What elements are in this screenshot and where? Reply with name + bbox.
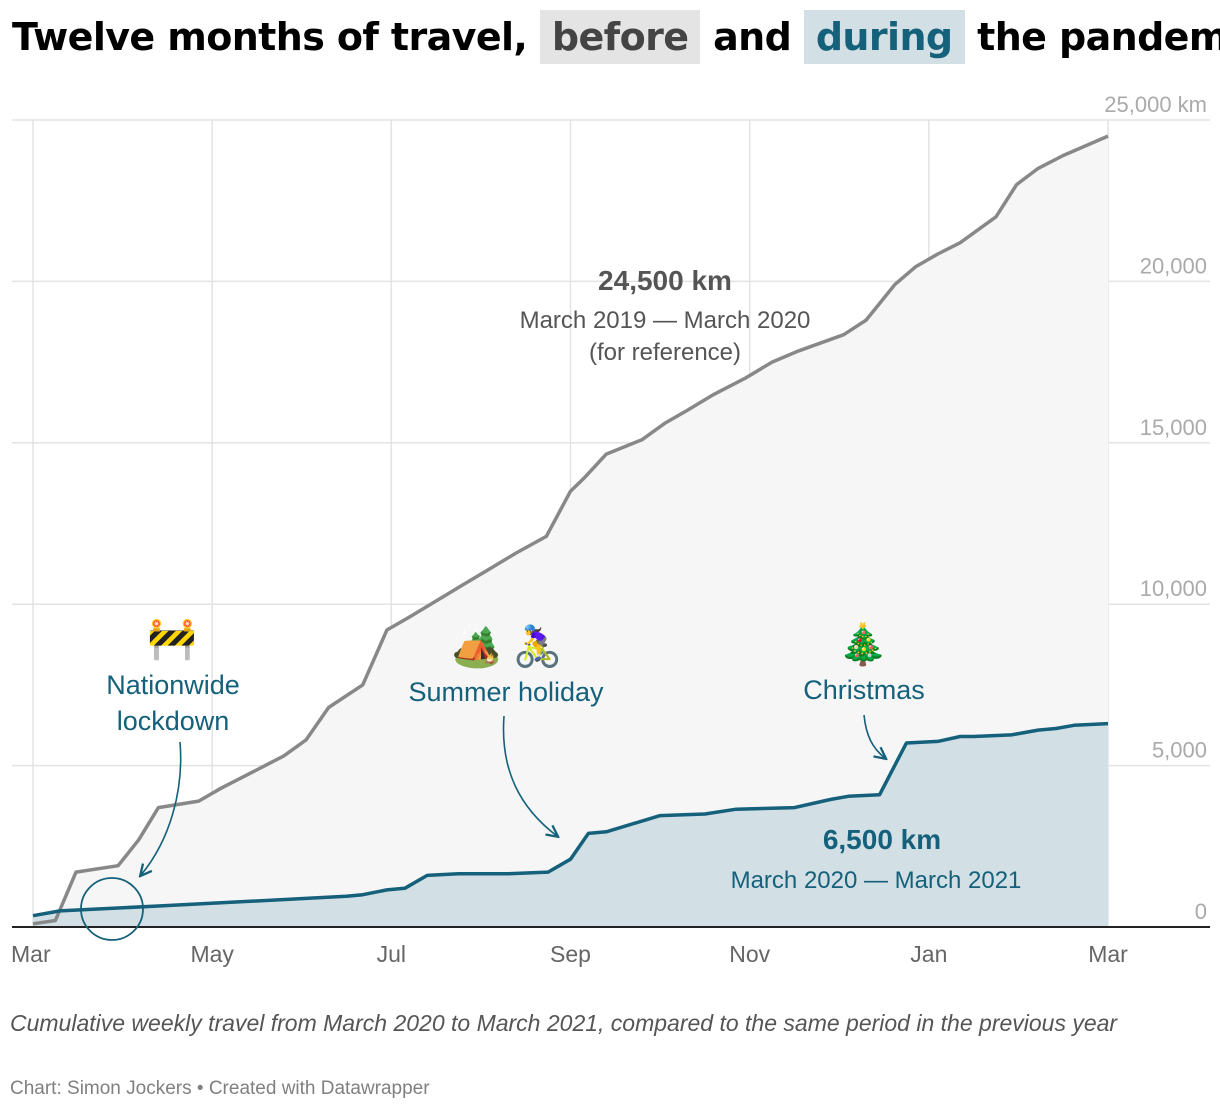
y-tick-label: 20,000 <box>1140 253 1207 278</box>
chart-credit: Chart: Simon Jockers • Created with Data… <box>10 1078 430 1099</box>
before-period-label: March 2019 — March 2020 <box>520 307 811 334</box>
title-and: and <box>713 15 792 59</box>
summer-holiday-label: Summer holiday <box>408 677 604 707</box>
x-tick-label: Mar <box>11 941 51 967</box>
y-tick-label: 25,000 km <box>1104 92 1207 117</box>
summer-holiday-arrow <box>502 715 557 836</box>
during-period-label: March 2020 — March 2021 <box>731 867 1022 894</box>
chart-caption: Cumulative weekly travel from March 2020… <box>10 1010 1118 1036</box>
christmas-arrow <box>863 714 885 758</box>
y-tick-label: 5,000 <box>1152 738 1207 763</box>
lockdown-arrow <box>141 741 182 875</box>
christmas-tree-icon: 🎄 <box>838 621 888 667</box>
christmas-label: Christmas <box>803 675 925 705</box>
x-tick-label: Sep <box>550 941 591 967</box>
title-during-highlight: during <box>803 10 965 64</box>
during-total-value: 6,500 km <box>823 824 941 855</box>
title-prefix: Twelve months of travel, <box>12 15 528 59</box>
before-total-value: 24,500 km <box>598 265 732 296</box>
line-before <box>32 134 1109 926</box>
lockdown-label-line1: Nationwide <box>106 670 240 700</box>
x-tick-label: Nov <box>729 941 770 967</box>
x-tick-label: Jan <box>910 941 947 967</box>
title-before-highlight: before <box>539 10 701 64</box>
x-tick-label: Mar <box>1088 941 1128 967</box>
before-reference-note: (for reference) <box>589 339 741 366</box>
x-tick-label: May <box>190 941 234 967</box>
title-suffix: the pandemic <box>977 15 1220 59</box>
chart-title: Twelve months of travel, before and duri… <box>12 6 1220 68</box>
area-during <box>33 723 1108 927</box>
x-tick-label: Jul <box>377 941 406 967</box>
camping-cycling-icon: 🏕️ 🚴‍♀️ <box>452 623 563 669</box>
roadblock-icon: 🚧 <box>147 617 197 661</box>
lockdown-label-line2: lockdown <box>117 706 230 736</box>
y-tick-label: 15,000 <box>1140 415 1207 440</box>
travel-area-chart: 0 5,000 10,000 15,000 20,000 25,000 km Mar May J… <box>11 92 1210 967</box>
y-tick-label: 10,000 <box>1140 576 1207 601</box>
lockdown-highlight-circle <box>80 877 144 941</box>
line-during <box>32 721 1109 918</box>
y-tick-label: 0 <box>1195 899 1207 924</box>
area-before <box>33 136 1108 928</box>
